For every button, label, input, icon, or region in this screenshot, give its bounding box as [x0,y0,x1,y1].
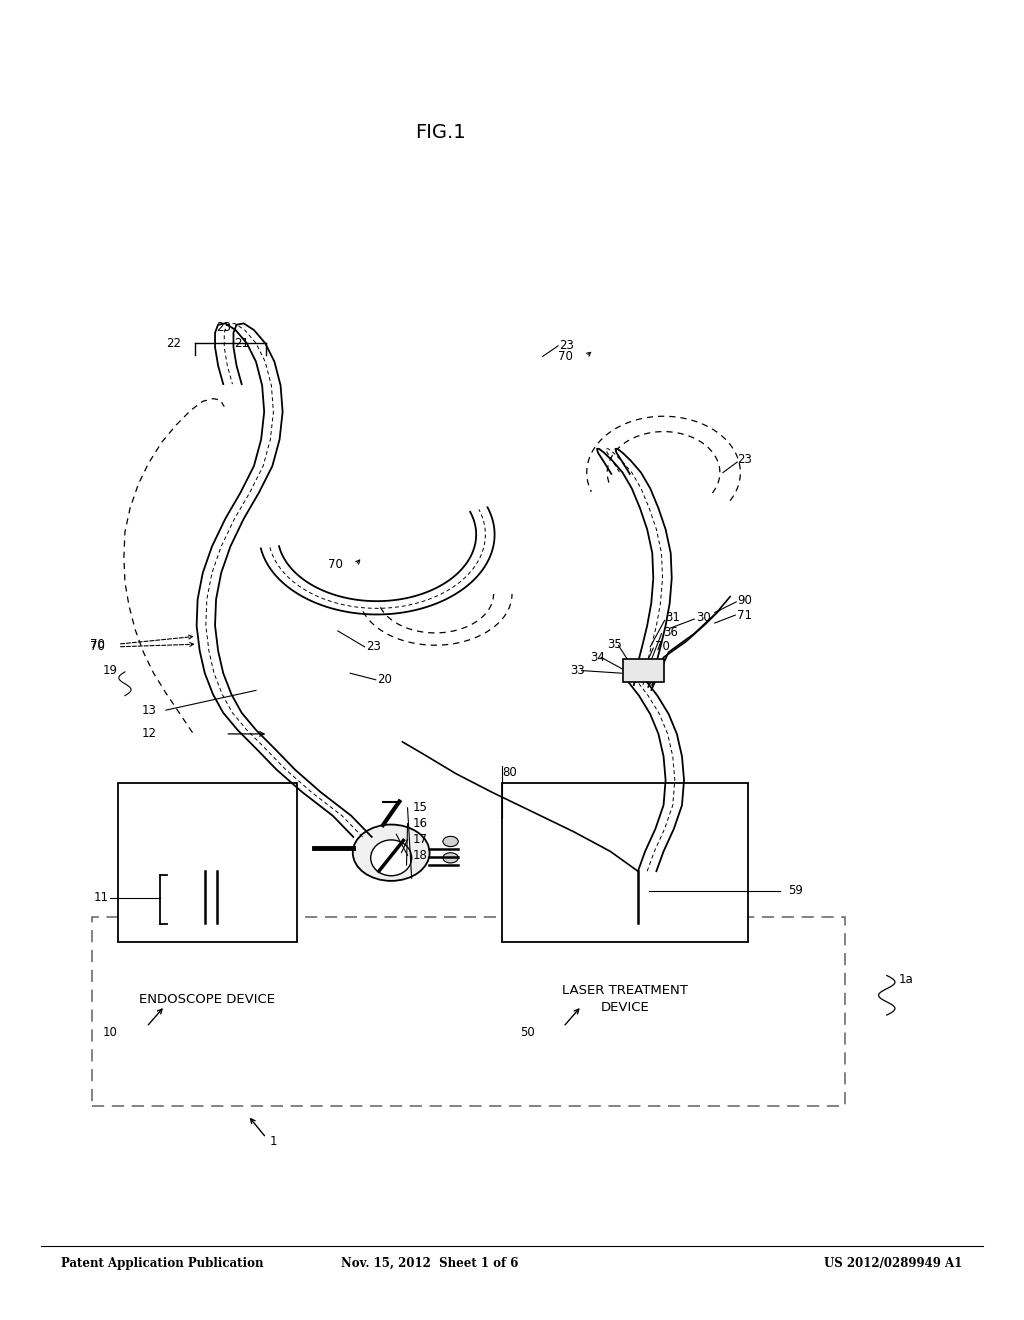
Text: LASER TREATMENT
DEVICE: LASER TREATMENT DEVICE [562,985,687,1014]
Text: US 2012/0289949 A1: US 2012/0289949 A1 [824,1257,963,1270]
Ellipse shape [442,853,459,863]
Text: 70: 70 [655,640,671,653]
Text: 59: 59 [788,884,804,898]
Text: 70: 70 [328,558,343,572]
Text: 31: 31 [666,611,681,624]
Text: ENDOSCOPE DEVICE: ENDOSCOPE DEVICE [139,993,275,1006]
Bar [92,917,845,1106]
Text: 30: 30 [696,611,711,624]
Text: 1: 1 [269,1135,276,1148]
Text: 80: 80 [502,766,516,779]
Text: 50: 50 [520,1026,535,1039]
Bar [118,783,297,942]
Text: 35: 35 [607,638,622,651]
Text: Patent Application Publication: Patent Application Publication [61,1257,264,1270]
Text: 20: 20 [377,673,392,686]
Text: 33: 33 [570,664,585,677]
Text: 70: 70 [90,638,105,651]
Text: 90: 90 [737,594,753,607]
Text: 19: 19 [102,664,118,677]
Text: 36: 36 [664,626,679,639]
Text: 21: 21 [234,337,249,350]
Text: 15: 15 [413,801,428,814]
Text: 10: 10 [102,1026,118,1039]
Ellipse shape [371,840,412,875]
Text: 11: 11 [93,891,109,904]
Text: 18: 18 [413,849,428,862]
Text: 23: 23 [216,321,230,334]
Text: 70: 70 [90,640,105,653]
Bar [623,659,664,682]
Ellipse shape [352,825,430,880]
Text: 1a: 1a [899,973,913,986]
Text: Nov. 15, 2012  Sheet 1 of 6: Nov. 15, 2012 Sheet 1 of 6 [341,1257,519,1270]
Text: 17: 17 [413,833,428,846]
Text: 23: 23 [737,453,753,466]
Text: 34: 34 [590,651,605,664]
Text: 16: 16 [413,817,428,830]
Bar [502,783,748,942]
Text: FIG.1: FIG.1 [415,123,466,141]
Text: 23: 23 [367,640,382,653]
Text: 12: 12 [141,727,157,741]
Text: 13: 13 [141,704,157,717]
Ellipse shape [442,837,459,846]
Text: 71: 71 [737,609,753,622]
Text: 22: 22 [166,337,181,350]
Text: 23: 23 [559,339,574,352]
Text: 70: 70 [558,350,573,363]
